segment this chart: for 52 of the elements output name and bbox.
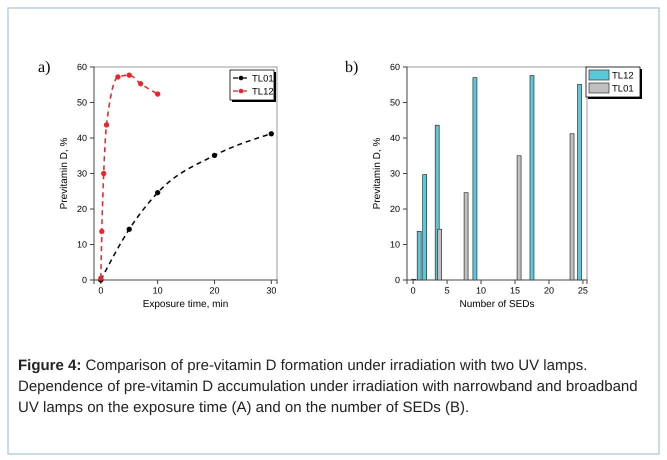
point [268,131,274,136]
y-tick-label: 20 [76,204,87,214]
x-tick-label: 20 [209,285,220,296]
x-tick-label: 10 [476,285,486,296]
point [126,226,132,232]
x-tick-label: 15 [510,285,520,296]
point [155,91,160,97]
y-tick-label: 60 [390,62,400,72]
x-tick-label: 25 [578,285,588,296]
legend-label: TL01 [252,74,274,84]
legend-label: TL01 [612,84,634,94]
x-axis-title: Exposure time, min [142,299,228,310]
legend-label: TL12 [612,70,634,82]
bar [516,155,522,280]
point [155,190,160,196]
text: Figure 4: Comparison of pre-vitamin D formation under irradiation with two UV lamps. Dependence of pre-vitamin D accumulation under irradiation with narrowband and broadband UV lamps on the exposure time (A) and on the number of SEDs (B). [18,357,638,416]
y-tick-label: 10 [390,239,400,250]
point [126,72,132,78]
point [212,152,218,158]
y-axis-title: Previtamin D, % [59,138,70,210]
bar [472,77,478,280]
x-tick-label: 5 [444,285,450,296]
y-tick-label: 50 [76,97,87,108]
y-tick-label: 60 [76,62,87,72]
x-axis-title: Number of SEDs [459,299,535,310]
text: b) [345,59,358,76]
y-tick-label: 40 [390,132,400,143]
point [138,81,144,86]
bar [577,84,582,280]
x-tick-label: 10 [152,285,163,296]
y-tick-label: 30 [76,168,87,178]
y-tick-label: 20 [390,204,400,214]
text: a) [38,59,50,76]
x-tick-label: 20 [544,285,554,296]
x-tick-label: 0 [410,285,416,296]
x-tick-label: 30 [266,285,276,296]
point [99,228,104,234]
y-tick-label: 10 [76,239,87,250]
point [104,122,110,128]
bar [464,192,468,280]
y-tick-label: 40 [76,132,87,143]
point [101,170,106,176]
x-tick-label: 0 [98,285,104,296]
y-tick-label: 0 [394,274,400,285]
y-tick-label: 50 [390,97,400,108]
legend-label: TL12 [252,86,274,98]
point [115,74,121,80]
y-axis-title: Previtamin D, % [372,138,383,210]
y-tick-label: 0 [82,274,87,285]
bar [570,133,574,280]
y-tick-label: 30 [390,168,400,178]
bar [530,75,534,280]
